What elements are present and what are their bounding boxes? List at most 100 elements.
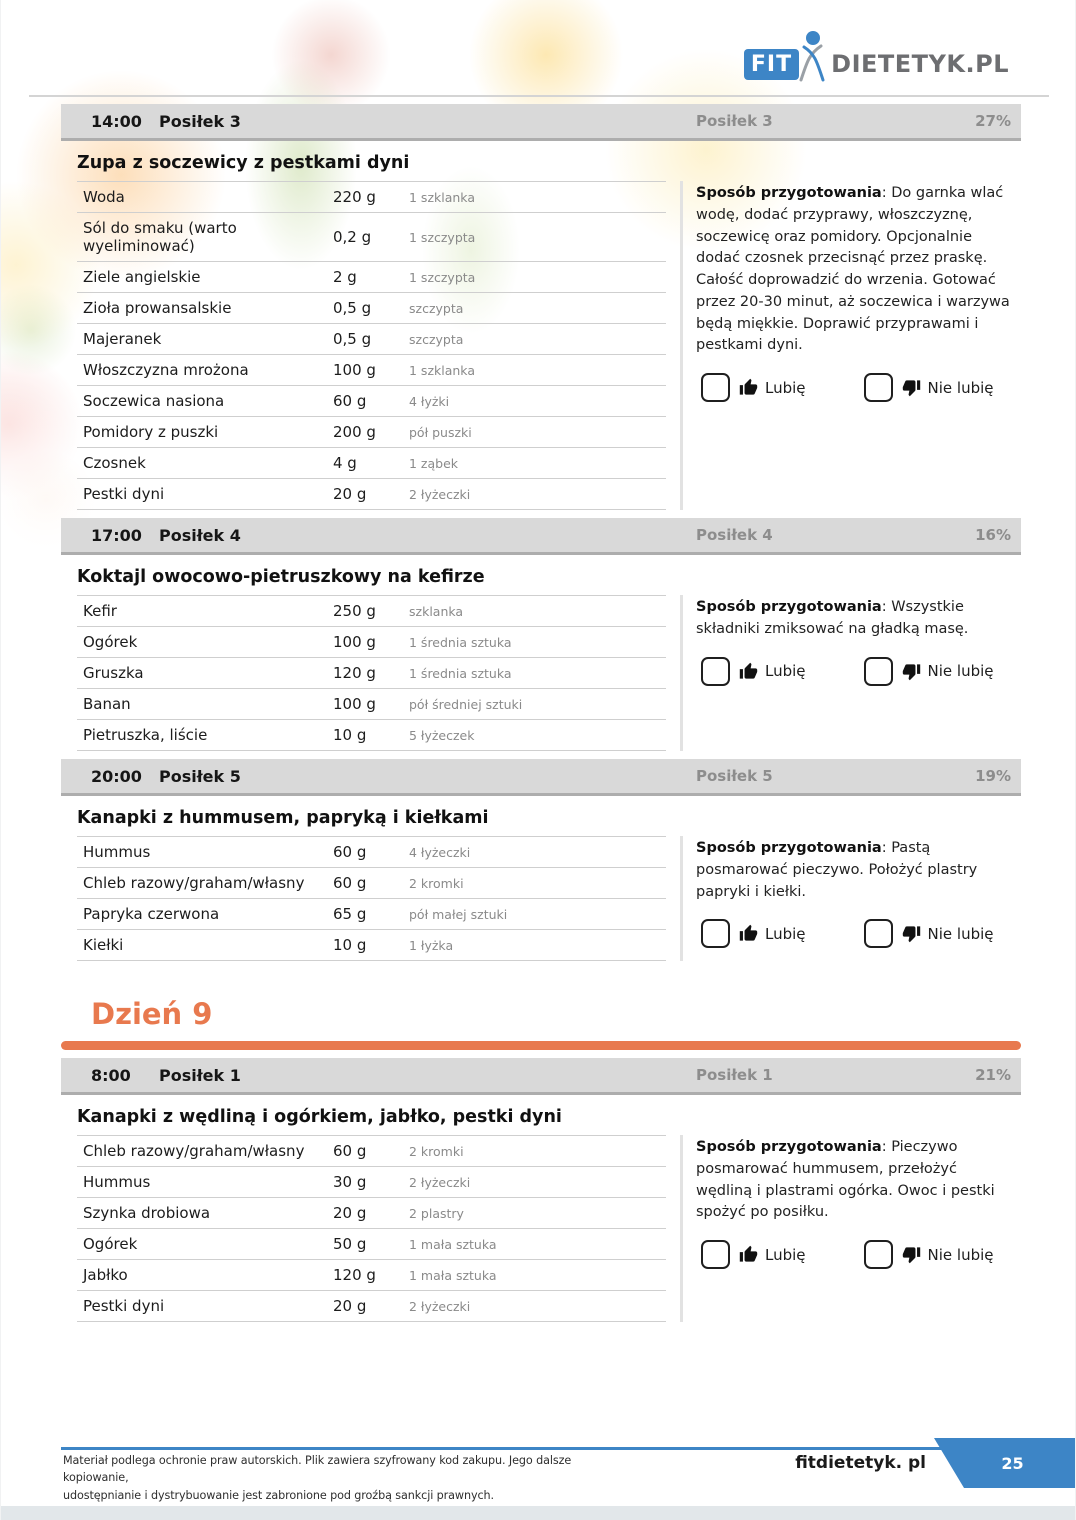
meal-label: Posiłek 5 (159, 766, 241, 786)
thumbs-up-icon (739, 925, 758, 941)
like-checkbox[interactable] (701, 1240, 730, 1269)
ingredient-measure-text: 2 łyżeczki (409, 1175, 471, 1191)
ingredient-name: Papryka czerwona (83, 905, 220, 923)
ingredient-measure-text: 2 kromki (409, 1144, 464, 1160)
ingredient-row: Jabłko 120 g 1 mała sztuka (77, 1260, 666, 1291)
ingredient-measure-text: 1 szklanka (409, 190, 475, 206)
meal-percent: 27% (975, 112, 1011, 130)
ingredient-name: Soczewica nasiona (83, 392, 225, 410)
preparation-text: Sposób przygotowania: Do garnka wlać wod… (696, 183, 1014, 357)
like-checkbox[interactable] (701, 656, 730, 686)
preparation-label: Sposób przygotowania (696, 1139, 882, 1155)
ingredient-name: Sól do smaku (warto wyeliminować) (83, 219, 237, 255)
ingredient-row: Sól do smaku (warto wyeliminować) 0,2 g … (77, 213, 666, 262)
column-divider (680, 836, 683, 961)
ingredient-measure-text: 1 szczypta (409, 270, 476, 286)
ingredient-measure: 2 łyżeczki (409, 1172, 666, 1192)
ingredient-row: Chleb razowy/graham/własny 60 g 2 kromki (77, 1136, 666, 1167)
ingredients-table: Woda 220 g 1 szklanka Sól do smaku (wart… (77, 181, 666, 510)
ingredient-amount: 100 g (333, 633, 376, 651)
ingredient-amount: 0,2 g (333, 228, 372, 246)
meal-percent: 21% (975, 1066, 1011, 1084)
ingredient-name: Hummus (83, 843, 151, 861)
ingredient-measure-text: 2 plastry (409, 1206, 464, 1222)
preparation-panel: Sposób przygotowania: Wszystkie składnik… (683, 595, 1021, 751)
header-divider-line (29, 95, 1049, 97)
ingredient-name: Pomidory z puszki (83, 423, 219, 441)
ingredient-measure: 1 średnia sztuka (409, 663, 666, 683)
ingredient-name: Kefir (83, 602, 117, 620)
copyright-line-2: udostępnianie i dystrybuowanie jest zabr… (63, 1488, 494, 1502)
meal-section: 14:00 Posiłek 3 Posiłek 3 27% Zupa z soc… (61, 104, 1021, 510)
meal-time: 14:00 (91, 111, 142, 131)
page-number-badge: 25 (934, 1438, 1075, 1488)
like-label: Lubię (765, 378, 806, 397)
like-option: Lubię (701, 656, 806, 686)
preparation-label: Sposób przygotowania (696, 185, 882, 201)
ingredient-measure: 1 mała sztuka (409, 1234, 666, 1254)
dislike-checkbox[interactable] (863, 919, 893, 949)
ingredient-measure-text: 1 łyżka (409, 938, 454, 954)
meal-header-bar: 20:00 Posiłek 5 Posiłek 5 19% (61, 759, 1021, 796)
meal-header-bar: 8:00 Posiłek 1 Posiłek 1 21% (61, 1058, 1021, 1095)
ingredient-measure-text: szczypta (409, 332, 464, 348)
ingredient-measure: 5 łyżeczek (409, 725, 666, 745)
meal-time: 20:00 (91, 766, 142, 786)
ingredient-row: Pestki dyni 20 g 2 łyżeczki (77, 1291, 666, 1322)
ingredient-amount: 120 g (333, 1266, 376, 1284)
preparation-label: Sposób przygotowania (696, 599, 882, 615)
ingredient-measure-text: 4 łyżeczki (409, 845, 471, 861)
ingredient-measure: 1 szczypta (409, 267, 666, 287)
ingredient-amount: 50 g (333, 1235, 367, 1253)
preparation-panel: Sposób przygotowania: Pastą posmarować p… (683, 836, 1021, 961)
dislike-option: Nie lubię (863, 919, 994, 949)
like-checkbox[interactable] (701, 373, 730, 402)
ingredient-measure-text: 1 szczypta (409, 230, 476, 246)
page-content: 14:00 Posiłek 3 Posiłek 3 27% Zupa z soc… (61, 104, 1021, 1322)
like-option: Lubię (701, 1240, 806, 1269)
preparation-text: Sposób przygotowania: Pastą posmarować p… (696, 838, 1014, 903)
ingredient-name: Szynka drobiowa (83, 1204, 211, 1222)
page-edge (1, 1506, 1075, 1520)
ingredient-name: Chleb razowy/graham/własny (83, 874, 305, 892)
preparation-body: : Pastą posmarować pieczywo. Położyć pla… (696, 840, 978, 900)
thumbs-down-icon (902, 1247, 920, 1264)
ingredient-measure: szczypta (409, 329, 666, 349)
ingredient-amount: 4 g (333, 454, 357, 472)
ingredient-row: Gruszka 120 g 1 średnia sztuka (77, 658, 666, 689)
dislike-option: Nie lubię (863, 1240, 994, 1269)
ingredient-name: Pietruszka, liście (83, 726, 208, 744)
like-checkbox[interactable] (701, 919, 730, 949)
dislike-checkbox[interactable] (863, 656, 893, 686)
meal-label: Posiłek 4 (159, 525, 241, 545)
ingredient-measure: 1 szklanka (409, 187, 666, 207)
meal-right-label: Posiłek 3 (696, 112, 773, 130)
dislike-checkbox[interactable] (863, 1240, 893, 1269)
dislike-option: Nie lubię (863, 656, 994, 686)
ingredient-measure: 1 ząbek (409, 453, 666, 473)
ingredient-row: Ziele angielskie 2 g 1 szczypta (77, 262, 666, 293)
dislike-checkbox[interactable] (863, 373, 893, 402)
ingredient-measure: 1 mała sztuka (409, 1265, 666, 1285)
ingredient-amount: 0,5 g (333, 299, 372, 317)
column-divider (680, 1135, 683, 1322)
meal-time: 17:00 (91, 525, 142, 545)
ingredient-name: Chleb razowy/graham/własny (83, 1142, 305, 1160)
ingredient-measure: 2 łyżeczki (409, 1296, 666, 1316)
ingredient-measure-text: 1 średnia sztuka (409, 666, 512, 682)
ingredient-name: Pestki dyni (83, 1297, 165, 1315)
preparation-body: : Pieczywo posmarować hummusem, przełoży… (696, 1139, 995, 1221)
dislike-label: Nie lubię (927, 378, 994, 397)
footer-brand: fitdietetyk. pl (795, 1453, 926, 1473)
ingredient-amount: 60 g (333, 874, 367, 892)
ingredient-measure: szklanka (409, 601, 666, 621)
ingredient-measure: 4 łyżeczki (409, 842, 666, 862)
ingredient-name: Włoszczyzna mrożona (83, 361, 249, 379)
thumbs-up-icon (739, 662, 758, 679)
meal-time: 8:00 (91, 1065, 131, 1085)
like-label: Lubię (765, 924, 806, 943)
page-number: 25 (1001, 1453, 1024, 1473)
preparation-panel: Sposób przygotowania: Do garnka wlać wod… (683, 181, 1021, 510)
ingredient-measure-text: szklanka (409, 604, 464, 620)
